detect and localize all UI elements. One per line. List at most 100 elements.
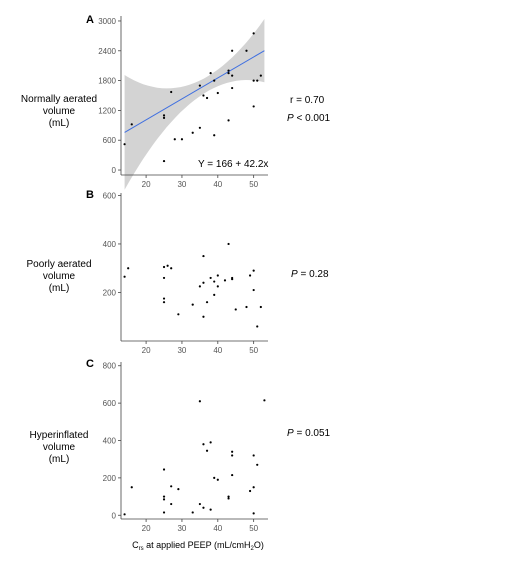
panel-b-p-symbol: P <box>291 269 298 280</box>
data-point <box>180 138 184 141</box>
y-tick-label: 400 <box>103 240 117 249</box>
data-point <box>162 265 166 269</box>
data-point <box>170 485 173 488</box>
y-tick-label: 2400 <box>98 47 116 56</box>
data-point <box>162 495 166 498</box>
x-tick-label: 20 <box>142 524 151 533</box>
data-point <box>252 512 255 515</box>
panel-c-ylabel-line-1: Hyperinflated <box>30 430 89 441</box>
data-point <box>130 486 133 489</box>
data-point <box>223 279 227 282</box>
y-tick-label: 800 <box>103 362 117 371</box>
data-point <box>162 468 166 471</box>
x-label-c: C <box>132 540 139 550</box>
data-point <box>213 476 216 479</box>
confidence-band <box>124 19 265 190</box>
data-point <box>162 297 166 300</box>
x-tick-label: 30 <box>177 180 186 189</box>
data-point <box>252 486 255 489</box>
panel-a-ylabel-line-3: (mL) <box>49 118 70 129</box>
data-point <box>213 280 216 283</box>
panel-a: A Normally aerated volume (mL) r = 0.70 … <box>21 14 331 170</box>
data-point <box>202 281 205 284</box>
y-tick-label: 3000 <box>98 17 116 26</box>
data-point <box>198 285 201 288</box>
data-point <box>234 308 237 311</box>
data-point <box>123 275 126 278</box>
data-point <box>227 69 230 72</box>
data-point <box>162 276 166 280</box>
x-tick-label: 50 <box>249 346 258 355</box>
data-point <box>177 313 180 316</box>
x-tick-label: 30 <box>177 524 186 533</box>
panel-c-p-text: = 0.051 <box>294 428 331 439</box>
panel-b-ylabel-line-2: volume <box>43 271 76 282</box>
data-point <box>191 511 194 514</box>
data-point <box>252 79 255 82</box>
y-tick-label: 0 <box>112 166 117 175</box>
data-point <box>202 506 205 509</box>
data-point <box>216 478 219 481</box>
data-point <box>209 72 212 75</box>
x-label-end: O) <box>254 540 264 550</box>
data-point <box>162 159 166 163</box>
data-point <box>209 441 212 444</box>
panel-b-ylabel-line-1: Poorly aerated <box>26 259 91 270</box>
data-point <box>198 502 201 506</box>
regression-equation: Y = 166 + 42.2x <box>198 159 268 170</box>
data-point <box>198 126 201 129</box>
data-point <box>256 79 259 82</box>
data-point <box>162 498 166 501</box>
y-tick-label: 0 <box>112 511 117 520</box>
data-point <box>231 278 234 281</box>
data-point <box>252 269 255 272</box>
panel-b-ylabel-line-3: (mL) <box>49 283 70 294</box>
y-tick-label: 600 <box>103 136 117 145</box>
data-point <box>205 449 209 452</box>
data-point <box>263 399 266 402</box>
data-point <box>209 276 212 280</box>
data-point <box>216 91 219 95</box>
plot-area-3: 0 200 400 600 800 20 30 40 50 <box>103 362 268 533</box>
data-point <box>202 94 205 97</box>
data-point <box>205 301 209 304</box>
data-point <box>227 495 230 498</box>
data-point <box>245 305 248 309</box>
x-tick-label: 40 <box>213 524 222 533</box>
data-point <box>252 288 255 292</box>
x-label-2-subscript: 2 <box>251 546 255 552</box>
x-label-rs-subscript: rs <box>139 546 144 552</box>
panel-a-letter: A <box>86 14 94 26</box>
panel-b-p-text: = 0.28 <box>298 269 329 280</box>
data-point <box>252 32 255 35</box>
panel-b-letter: B <box>86 189 94 201</box>
panel-c-ylabel-line-3: (mL) <box>49 454 70 465</box>
x-tick-label: 30 <box>177 346 186 355</box>
data-point <box>256 325 259 328</box>
data-point <box>252 105 255 108</box>
data-point <box>162 116 166 119</box>
panel-b-p-value: P = 0.28 <box>291 269 329 280</box>
data-point <box>231 454 234 457</box>
panel-a-r-value: r = 0.70 <box>290 95 325 106</box>
data-point <box>209 508 212 511</box>
data-point <box>202 443 205 446</box>
data-point <box>231 74 234 77</box>
panel-c-ylabel-line-2: volume <box>43 442 76 453</box>
data-point <box>177 487 180 491</box>
data-point <box>130 123 133 126</box>
data-point <box>216 285 219 288</box>
data-point <box>245 49 248 52</box>
data-point <box>213 293 216 297</box>
regression-line <box>124 50 265 133</box>
data-point <box>231 86 234 90</box>
x-label-middle: at applied PEEP (mL/cmH <box>144 540 251 550</box>
data-point <box>202 254 205 258</box>
panel-a-p-symbol: P <box>287 113 294 124</box>
data-point <box>259 305 262 309</box>
data-point <box>170 267 173 270</box>
data-point <box>227 497 230 500</box>
data-point <box>252 454 255 457</box>
data-point <box>162 114 166 117</box>
